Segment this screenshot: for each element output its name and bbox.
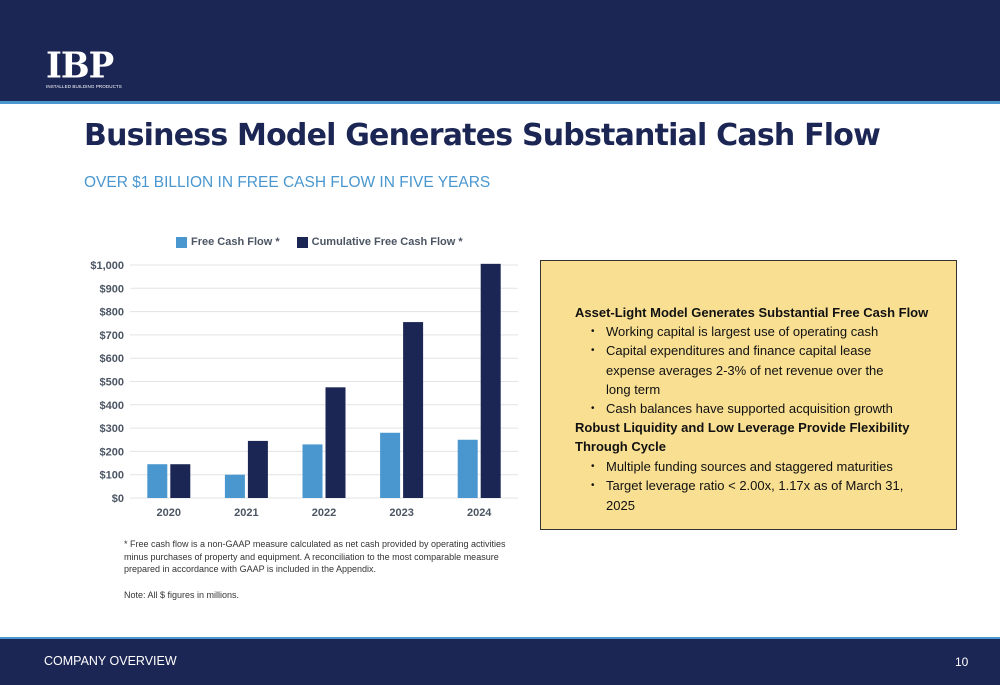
company-logo: IBP INSTALLED BUILDING PRODUCTS (46, 48, 126, 92)
header-bar (0, 0, 1000, 101)
list-item: Target leverage ratio < 2.00x, 1.17x as … (591, 476, 911, 515)
bar-cumulative-2022 (325, 387, 346, 498)
legend-swatch-free-cash-flow (176, 236, 187, 248)
footer-accent-line (0, 637, 1000, 639)
highlights-panel: Asset-Light Model Generates Substantial … (540, 260, 957, 530)
page-title: Business Model Generates Substantial Cas… (84, 118, 881, 153)
bar-free-cash-flow-2023 (380, 432, 401, 498)
chart-footnote: * Free cash flow is a non-GAAP measure c… (124, 539, 506, 574)
bar-cumulative-2020 (170, 464, 191, 498)
bar-free-cash-flow-2020 (147, 464, 168, 498)
chart-legend: Free Cash Flow * Cumulative Free Cash Fl… (176, 236, 480, 248)
list-item: Working capital is largest use of operat… (591, 322, 911, 342)
bar-free-cash-flow-2022 (302, 444, 323, 498)
page-subtitle: OVER $1 BILLION IN FREE CASH FLOW IN FIV… (84, 174, 491, 191)
panel-heading-liquidity: Robust Liquidity and Low Leverage Provid… (575, 420, 910, 454)
legend-label-cumulative: Cumulative Free Cash Flow * (311, 236, 463, 248)
y-tick-label: $700 (100, 330, 124, 342)
bar-free-cash-flow-2021 (224, 474, 245, 498)
free-cash-flow-chart: $0 $100 $200 $300 $400 $500 $600 $700 $800 $900 $1… (90, 260, 518, 519)
list-item: Multiple funding sources and staggered m… (591, 457, 911, 477)
units-note: Note: All $ figures in millions. (124, 590, 240, 600)
page-number: 10 (955, 655, 969, 669)
y-tick-label: $0 (112, 493, 124, 505)
header-accent-line (0, 101, 1000, 104)
bar-cumulative-2024 (480, 263, 501, 498)
x-tick-label: 2022 (312, 507, 336, 519)
y-tick-label: $600 (100, 353, 124, 365)
y-tick-label: $400 (100, 400, 124, 412)
y-tick-label: $100 (100, 470, 124, 482)
x-tick-label: 2020 (157, 507, 181, 519)
list-item: Capital expenditures and finance capital… (591, 341, 911, 399)
panel-list-asset-light: Working capital is largest use of operat… (591, 322, 911, 419)
y-tick-label: $500 (100, 377, 124, 389)
list-item: Cash balances have supported acquisition… (591, 399, 911, 419)
legend-label-free-cash-flow: Free Cash Flow * (191, 236, 280, 248)
y-tick-label: $1,000 (90, 260, 124, 272)
y-tick-label: $900 (100, 283, 124, 295)
x-tick-label: 2024 (467, 507, 492, 519)
legend-swatch-cumulative (296, 236, 308, 248)
x-tick-label: 2023 (389, 507, 413, 519)
legend-item-cumulative: Cumulative Free Cash Flow * (296, 236, 463, 248)
footer-section-label: COMPANY OVERVIEW (44, 654, 177, 668)
y-tick-label: $800 (100, 307, 124, 319)
footer-bar (0, 637, 1000, 685)
bar-cumulative-2021 (247, 440, 268, 498)
logo-text: IBP (46, 44, 114, 87)
legend-item-free-cash-flow: Free Cash Flow * (176, 236, 280, 248)
bar-cumulative-2023 (403, 322, 424, 498)
y-tick-label: $200 (100, 446, 124, 458)
panel-heading-asset-light: Asset-Light Model Generates Substantial … (575, 305, 929, 320)
bar-free-cash-flow-2024 (457, 439, 478, 498)
y-tick-label: $300 (100, 423, 124, 435)
x-tick-label: 2021 (234, 507, 258, 519)
panel-list-liquidity: Multiple funding sources and staggered m… (591, 457, 911, 515)
logo-subtext: INSTALLED BUILDING PRODUCTS (46, 84, 122, 89)
